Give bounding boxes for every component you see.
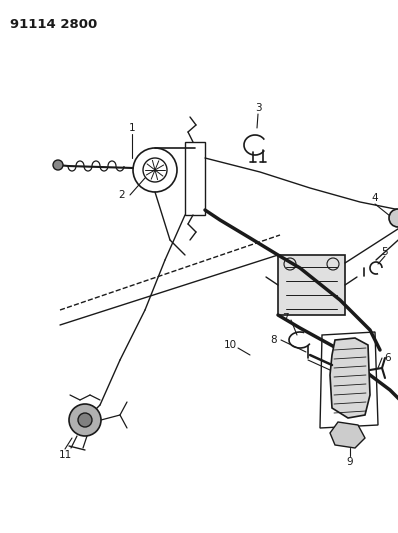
Polygon shape [278,255,345,315]
Polygon shape [330,338,370,418]
Text: 6: 6 [385,353,391,363]
Text: 3: 3 [255,103,261,113]
Circle shape [53,160,63,170]
Text: 10: 10 [223,340,236,350]
Text: 9: 9 [347,457,353,467]
Text: 11: 11 [59,450,72,460]
Text: 2: 2 [119,190,125,200]
Text: 4: 4 [372,193,378,203]
Text: 91114 2800: 91114 2800 [10,18,97,31]
Text: 7: 7 [282,313,288,323]
Circle shape [69,404,101,436]
Circle shape [389,209,398,227]
Polygon shape [330,422,365,448]
Text: 1: 1 [129,123,135,133]
Text: 5: 5 [382,247,388,257]
Circle shape [78,413,92,427]
Text: 8: 8 [271,335,277,345]
